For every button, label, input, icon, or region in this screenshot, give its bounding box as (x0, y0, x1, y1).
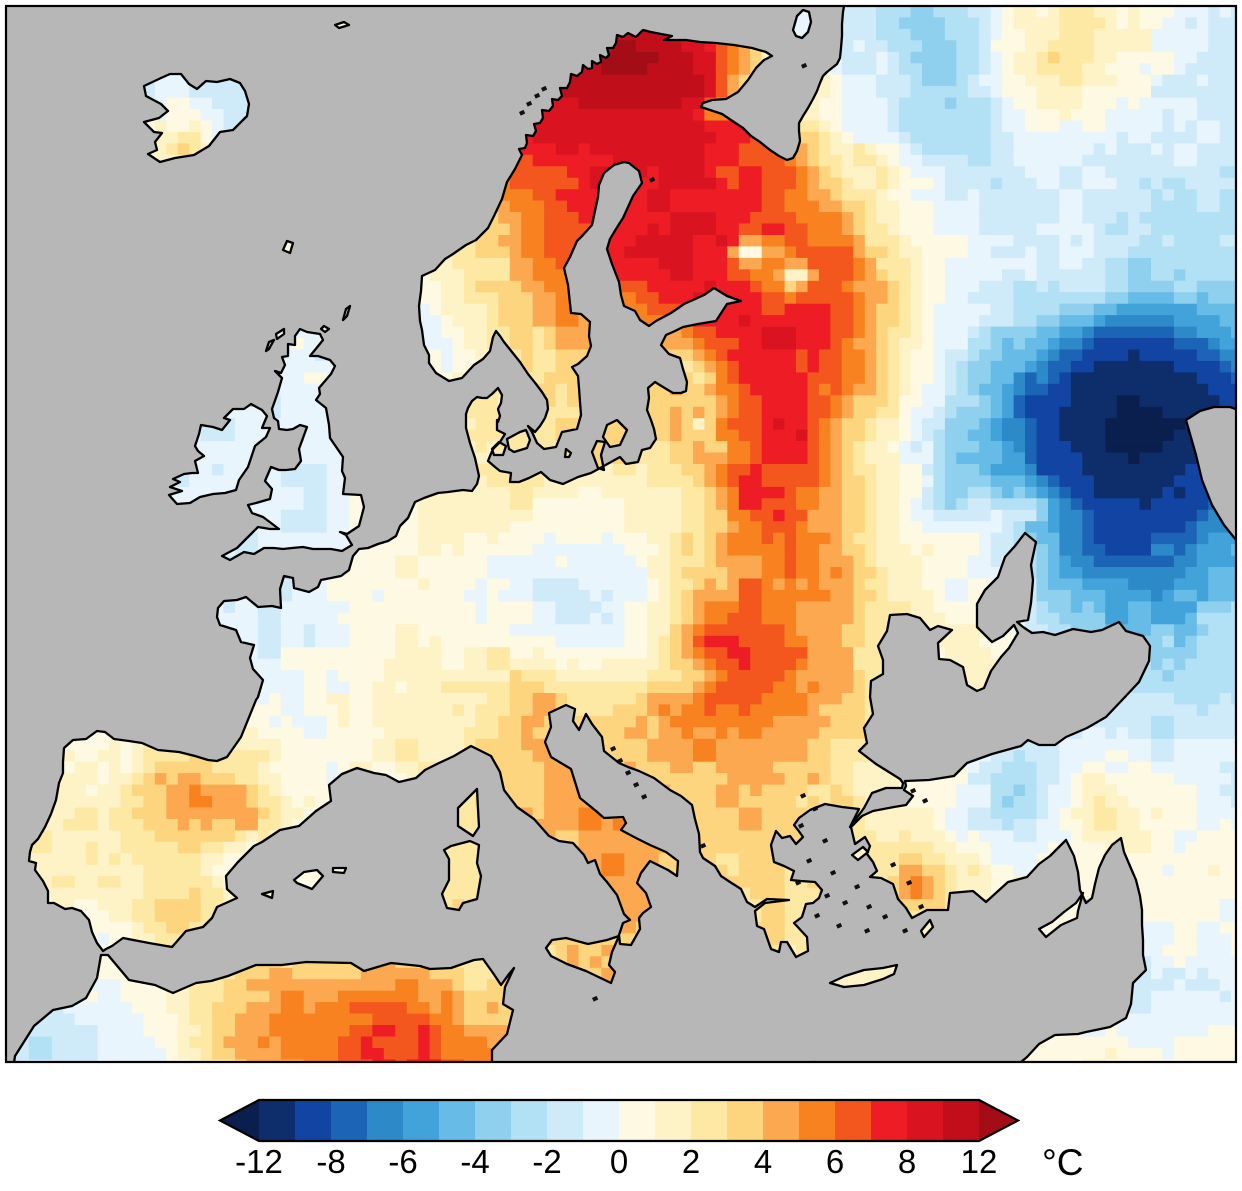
svg-text:0: 0 (610, 1143, 628, 1180)
svg-text:-6: -6 (388, 1143, 417, 1180)
svg-text:°C: °C (1042, 1142, 1084, 1183)
svg-text:4: 4 (754, 1143, 772, 1180)
svg-text:-2: -2 (532, 1143, 561, 1180)
svg-text:-12: -12 (235, 1143, 283, 1180)
svg-text:-4: -4 (460, 1143, 489, 1180)
svg-text:8: 8 (898, 1143, 916, 1180)
svg-text:6: 6 (826, 1143, 844, 1180)
svg-text:-8: -8 (316, 1143, 345, 1180)
svg-text:2: 2 (682, 1143, 700, 1180)
svg-text:12: 12 (961, 1143, 998, 1180)
